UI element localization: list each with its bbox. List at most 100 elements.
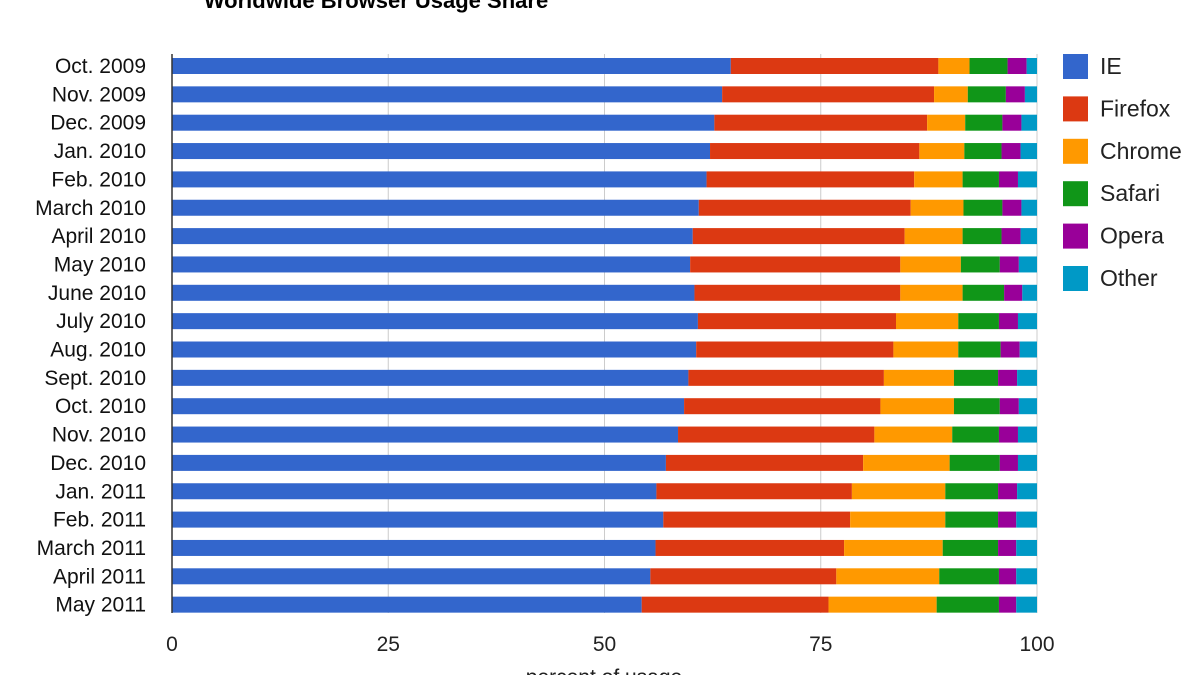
bar-safari-13[interactable] bbox=[952, 426, 999, 443]
bar-chrome-14[interactable] bbox=[863, 454, 950, 471]
bar-opera-13[interactable] bbox=[998, 426, 1018, 443]
bar-opera-6[interactable] bbox=[1001, 228, 1021, 245]
bar-other-9[interactable] bbox=[1017, 313, 1037, 330]
bar-other-11[interactable] bbox=[1017, 369, 1037, 386]
bar-opera-19[interactable] bbox=[998, 596, 1017, 613]
bar-opera-0[interactable] bbox=[1007, 58, 1027, 74]
bar-ie-11[interactable] bbox=[172, 369, 689, 386]
bar-other-5[interactable] bbox=[1021, 199, 1037, 216]
bar-other-19[interactable] bbox=[1016, 596, 1037, 613]
bar-ie-19[interactable] bbox=[172, 596, 642, 613]
bar-chrome-7[interactable] bbox=[900, 256, 961, 273]
bar-ie-17[interactable] bbox=[172, 539, 656, 556]
bar-safari-19[interactable] bbox=[936, 596, 999, 613]
bar-firefox-14[interactable] bbox=[665, 454, 864, 471]
bar-opera-5[interactable] bbox=[1002, 199, 1022, 216]
bar-chrome-1[interactable] bbox=[934, 86, 968, 103]
bar-chrome-0[interactable] bbox=[938, 58, 970, 74]
legend-label-other[interactable]: Other bbox=[1100, 265, 1158, 291]
bar-firefox-4[interactable] bbox=[706, 171, 915, 188]
bar-ie-9[interactable] bbox=[172, 313, 698, 330]
bar-opera-12[interactable] bbox=[999, 398, 1019, 415]
legend-swatch-other[interactable] bbox=[1063, 266, 1088, 291]
bar-ie-4[interactable] bbox=[172, 171, 707, 188]
bar-firefox-12[interactable] bbox=[684, 398, 881, 415]
bar-opera-8[interactable] bbox=[1004, 284, 1023, 301]
bar-firefox-18[interactable] bbox=[650, 568, 837, 585]
bar-chrome-5[interactable] bbox=[910, 199, 964, 216]
bar-opera-3[interactable] bbox=[1001, 143, 1021, 160]
bar-ie-8[interactable] bbox=[172, 284, 695, 301]
bar-firefox-9[interactable] bbox=[697, 313, 897, 330]
legend-label-opera[interactable]: Opera bbox=[1100, 223, 1164, 249]
bar-chrome-19[interactable] bbox=[828, 596, 937, 613]
bar-other-2[interactable] bbox=[1021, 114, 1037, 131]
bar-ie-0[interactable] bbox=[172, 58, 731, 74]
bar-other-13[interactable] bbox=[1017, 426, 1037, 443]
bar-opera-4[interactable] bbox=[998, 171, 1018, 188]
bar-firefox-7[interactable] bbox=[690, 256, 901, 273]
bar-other-18[interactable] bbox=[1016, 568, 1037, 585]
bar-opera-10[interactable] bbox=[1000, 341, 1020, 358]
bar-firefox-8[interactable] bbox=[694, 284, 901, 301]
bar-ie-10[interactable] bbox=[172, 341, 697, 358]
bar-chrome-13[interactable] bbox=[874, 426, 953, 443]
bar-opera-14[interactable] bbox=[999, 454, 1018, 471]
bar-ie-12[interactable] bbox=[172, 398, 685, 415]
bar-other-8[interactable] bbox=[1022, 284, 1037, 301]
bar-other-0[interactable] bbox=[1026, 58, 1037, 74]
bar-other-15[interactable] bbox=[1017, 483, 1037, 500]
bar-chrome-18[interactable] bbox=[836, 568, 940, 585]
legend-label-firefox[interactable]: Firefox bbox=[1100, 95, 1171, 121]
bar-firefox-2[interactable] bbox=[714, 114, 928, 131]
bar-opera-17[interactable] bbox=[998, 539, 1017, 556]
bar-firefox-17[interactable] bbox=[655, 539, 845, 556]
bar-ie-5[interactable] bbox=[172, 199, 699, 216]
bar-firefox-11[interactable] bbox=[688, 369, 884, 386]
legend-label-ie[interactable]: IE bbox=[1100, 53, 1122, 79]
bar-ie-14[interactable] bbox=[172, 454, 666, 471]
bar-ie-3[interactable] bbox=[172, 143, 711, 160]
bar-chrome-4[interactable] bbox=[914, 171, 963, 188]
bar-safari-15[interactable] bbox=[945, 483, 999, 500]
bar-opera-18[interactable] bbox=[998, 568, 1017, 585]
bar-safari-10[interactable] bbox=[958, 341, 1001, 358]
bar-ie-6[interactable] bbox=[172, 228, 693, 245]
bar-ie-13[interactable] bbox=[172, 426, 679, 443]
legend-swatch-safari[interactable] bbox=[1063, 181, 1088, 207]
bar-safari-18[interactable] bbox=[939, 568, 999, 585]
bar-other-1[interactable] bbox=[1024, 86, 1037, 103]
bar-other-3[interactable] bbox=[1020, 143, 1037, 160]
bar-chrome-9[interactable] bbox=[896, 313, 959, 330]
bar-other-7[interactable] bbox=[1018, 256, 1037, 273]
bar-ie-2[interactable] bbox=[172, 114, 715, 131]
bar-ie-7[interactable] bbox=[172, 256, 691, 273]
bar-opera-2[interactable] bbox=[1002, 114, 1022, 131]
bar-chrome-15[interactable] bbox=[851, 483, 946, 500]
bar-safari-12[interactable] bbox=[953, 398, 1000, 415]
bar-firefox-6[interactable] bbox=[692, 228, 905, 245]
bar-opera-15[interactable] bbox=[998, 483, 1018, 500]
bar-safari-11[interactable] bbox=[953, 369, 999, 386]
bar-ie-15[interactable] bbox=[172, 483, 657, 500]
bar-opera-11[interactable] bbox=[998, 369, 1018, 386]
bar-chrome-10[interactable] bbox=[893, 341, 959, 358]
bar-opera-16[interactable] bbox=[998, 511, 1017, 528]
legend-label-chrome[interactable]: Chrome bbox=[1100, 138, 1182, 164]
bar-safari-14[interactable] bbox=[949, 454, 1000, 471]
legend-swatch-ie[interactable] bbox=[1063, 54, 1088, 79]
bar-firefox-19[interactable] bbox=[641, 596, 829, 613]
bar-safari-3[interactable] bbox=[964, 143, 1002, 160]
bar-safari-6[interactable] bbox=[962, 228, 1002, 245]
bar-other-12[interactable] bbox=[1018, 398, 1037, 415]
bar-other-17[interactable] bbox=[1016, 539, 1037, 556]
legend-swatch-chrome[interactable] bbox=[1063, 138, 1088, 164]
bar-safari-5[interactable] bbox=[963, 199, 1003, 216]
bar-safari-9[interactable] bbox=[958, 313, 999, 330]
bar-ie-18[interactable] bbox=[172, 568, 651, 585]
bar-safari-17[interactable] bbox=[942, 539, 999, 556]
bar-chrome-8[interactable] bbox=[900, 284, 963, 301]
bar-safari-4[interactable] bbox=[962, 171, 999, 188]
bar-safari-16[interactable] bbox=[945, 511, 999, 528]
bar-chrome-2[interactable] bbox=[927, 114, 966, 131]
